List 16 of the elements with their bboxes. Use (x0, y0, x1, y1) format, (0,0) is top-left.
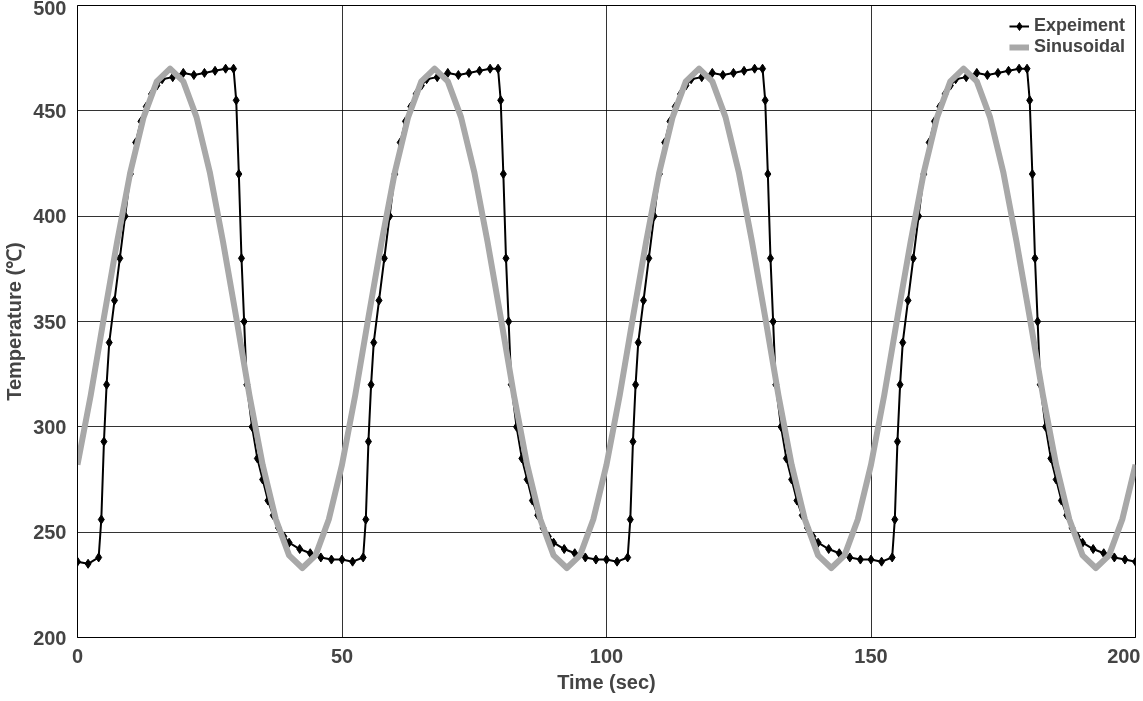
y-tick-label: 250 (33, 521, 67, 544)
y-tick-label: 200 (33, 626, 67, 649)
x-tick-label: 150 (854, 644, 888, 667)
legend-label: Sinusoidal (1033, 36, 1125, 57)
x-tick-label: 50 (330, 644, 354, 667)
x-tick-label: 0 (71, 644, 84, 667)
legend-label: Expeiment (1033, 15, 1125, 36)
y-tick-label: 300 (33, 415, 67, 438)
x-tick-label: 100 (589, 644, 624, 667)
x-axis-title: Time (sec) (557, 670, 656, 693)
y-tick-label: 350 (33, 310, 67, 333)
y-tick-label: 400 (33, 205, 67, 228)
y-axis-title: Temperature (℃) (3, 242, 26, 401)
y-tick-label: 500 (33, 0, 67, 19)
x-tick-label: 200 (1107, 644, 1141, 667)
y-tick-label: 450 (33, 99, 67, 122)
